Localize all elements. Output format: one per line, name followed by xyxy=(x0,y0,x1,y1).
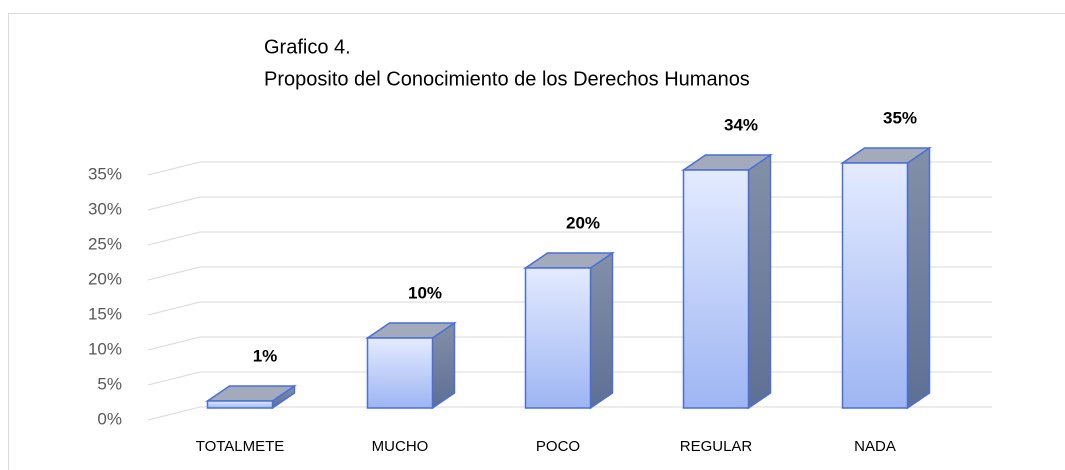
bar xyxy=(206,400,274,409)
x-tick-label: POCO xyxy=(536,438,580,455)
grid-line xyxy=(147,336,201,351)
bar xyxy=(366,337,434,409)
chart-subtitle: Proposito del Conocimiento de los Derech… xyxy=(264,68,750,90)
bar xyxy=(524,267,592,409)
frame xyxy=(8,13,1065,470)
grid-line xyxy=(147,196,201,211)
data-label: 1% xyxy=(253,346,278,365)
y-tick-label: 15% xyxy=(88,304,122,323)
data-label: 10% xyxy=(408,283,442,302)
y-tick-label: 25% xyxy=(88,234,122,253)
y-tick-label: 20% xyxy=(88,269,122,288)
grid-line xyxy=(147,301,201,316)
grid-line xyxy=(147,371,201,386)
chart-title: Grafico 4. xyxy=(264,36,351,58)
x-tick-label: NADA xyxy=(854,438,896,455)
y-tick-label: 5% xyxy=(97,374,122,393)
y-tick-label: 30% xyxy=(88,199,122,218)
x-tick-label: MUCHO xyxy=(372,438,429,455)
bar xyxy=(682,169,750,409)
bar xyxy=(841,162,909,409)
y-tick-label: 0% xyxy=(97,409,122,428)
grid-line xyxy=(147,266,201,281)
bar-side xyxy=(747,153,772,410)
data-label: 20% xyxy=(566,213,600,232)
data-label: 34% xyxy=(724,115,758,134)
grid-line xyxy=(147,406,201,421)
grid-line xyxy=(147,231,201,246)
y-tick-label: 10% xyxy=(88,339,122,358)
bar-side xyxy=(589,251,614,410)
grid-line xyxy=(147,161,201,176)
x-tick-label: REGULAR xyxy=(680,438,753,455)
x-tick-label: TOTALMETE xyxy=(196,438,285,455)
y-tick-label: 35% xyxy=(88,164,122,183)
bar-side xyxy=(906,146,931,410)
data-label: 35% xyxy=(883,108,917,127)
